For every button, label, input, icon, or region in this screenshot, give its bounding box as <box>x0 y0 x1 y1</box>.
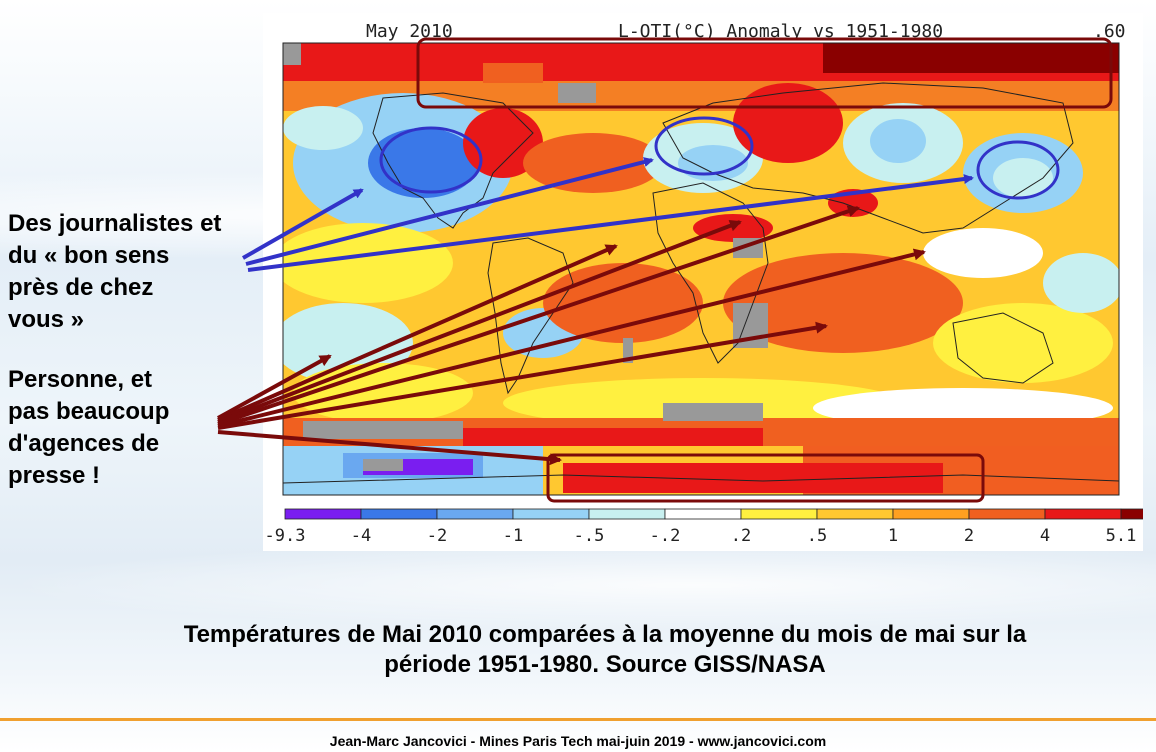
legend-swatch <box>589 509 665 519</box>
footer-divider <box>0 718 1156 721</box>
journalists-line-1: Des journalistes et <box>8 208 278 240</box>
legend-swatch <box>665 509 741 519</box>
legend-swatch <box>741 509 817 519</box>
personne-annotation: Personne, et pas beaucoup d'agences de p… <box>8 364 228 492</box>
legend-swatch <box>817 509 893 519</box>
caption-line-2: période 1951-1980. Source GISS/NASA <box>60 650 1150 680</box>
legend-tick-label: 2 <box>964 526 974 546</box>
legend-swatch <box>361 509 437 519</box>
legend-tick-label: 4 <box>1040 526 1050 546</box>
journalists-line-2: du « bon sens <box>8 240 278 272</box>
slide-caption: Températures de Mai 2010 comparées à la … <box>60 620 1150 680</box>
anomaly-map: May 2010 L-OTI(°C) Anomaly vs 1951-1980 … <box>263 13 1143 551</box>
legend-swatch <box>969 509 1045 519</box>
legend-tick-label: -.5 <box>574 526 605 546</box>
legend-swatch <box>893 509 969 519</box>
legend-tick-label: -.2 <box>650 526 681 546</box>
legend-tick-label: 1 <box>888 526 898 546</box>
journalists-line-4: vous » <box>8 304 278 336</box>
legend-tick-label: .2 <box>731 526 751 546</box>
personne-line-3: d'agences de <box>8 428 228 460</box>
legend-swatch <box>285 509 361 519</box>
caption-line-1: Températures de Mai 2010 comparées à la … <box>60 620 1150 650</box>
legend-tick-label: -1 <box>503 526 523 546</box>
journalists-annotation: Des journalistes et du « bon sens près d… <box>8 208 278 336</box>
personne-line-4: presse ! <box>8 460 228 492</box>
color-legend: -9.3 -4 -2 -1 -.5 -.2 .2 .5 1 2 4 5.1 <box>265 509 1143 546</box>
slide-footer: Jean-Marc Jancovici - Mines Paris Tech m… <box>0 733 1156 749</box>
legend-swatch <box>513 509 589 519</box>
legend-swatch <box>1121 509 1143 519</box>
map-plot-area <box>273 43 1123 495</box>
journalists-line-3: près de chez <box>8 272 278 304</box>
background-haze <box>0 540 1156 630</box>
anomaly-map-panel: May 2010 L-OTI(°C) Anomaly vs 1951-1980 … <box>263 13 1143 551</box>
legend-tick-label: -9.3 <box>265 526 306 546</box>
legend-swatch <box>437 509 513 519</box>
legend-swatch <box>1045 509 1121 519</box>
legend-tick-label: 5.1 <box>1106 526 1137 546</box>
personne-line-1: Personne, et <box>8 364 228 396</box>
personne-line-2: pas beaucoup <box>8 396 228 428</box>
legend-tick-label: -2 <box>427 526 447 546</box>
legend-tick-label: .5 <box>807 526 827 546</box>
legend-tick-label: -4 <box>351 526 371 546</box>
